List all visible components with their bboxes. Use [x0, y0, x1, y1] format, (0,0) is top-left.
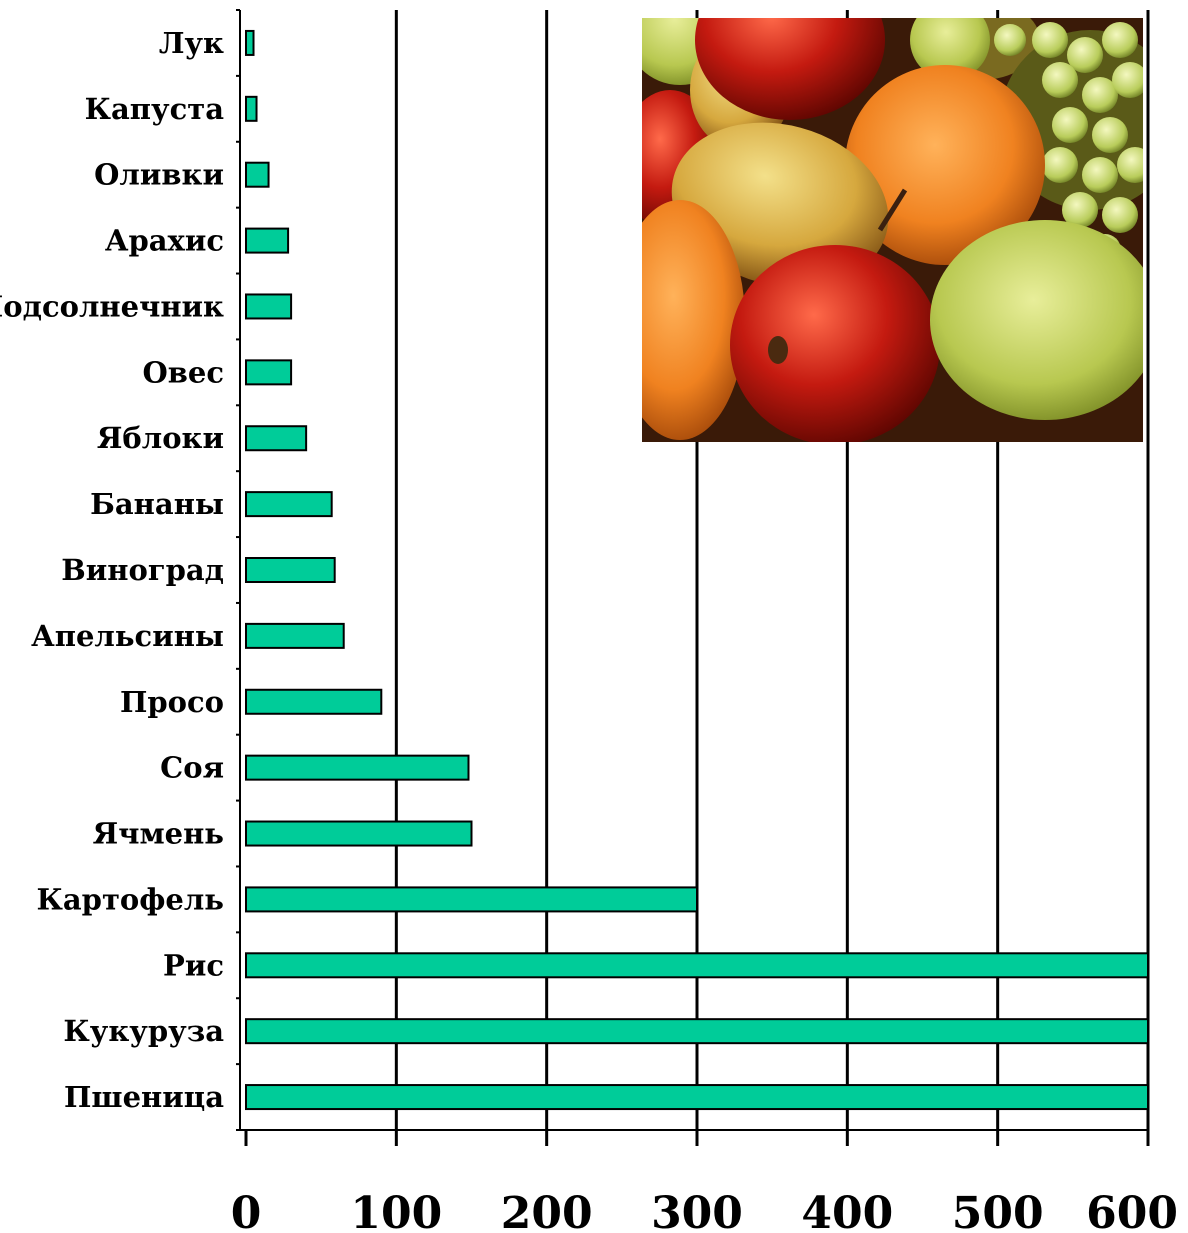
bar-13	[245, 886, 698, 913]
x-tick-label: 0	[231, 1188, 262, 1233]
category-label: Картофель	[37, 882, 225, 916]
category-label: Овес	[142, 355, 224, 389]
category-label: Оливки	[94, 158, 224, 192]
x-tick-label: 200	[501, 1188, 593, 1233]
bar-12	[245, 820, 473, 847]
category-labels: Лук Капуста Оливки Арахис Подсолнечник Овес Яб…	[0, 26, 224, 1114]
bar-11	[245, 754, 470, 781]
x-tick-labels: 0 100 200 300 400 500 600	[231, 1188, 1178, 1233]
category-label: Капуста	[85, 92, 225, 126]
x-tick-label: 300	[651, 1188, 743, 1233]
bar-3	[245, 227, 290, 254]
bar-9	[245, 622, 345, 649]
category-label: Пшеница	[64, 1080, 224, 1114]
bar-14	[245, 952, 1149, 979]
x-tick-label: 100	[350, 1188, 442, 1233]
category-label: Рис	[163, 948, 224, 982]
category-label: Арахис	[105, 224, 224, 258]
bar-1	[245, 95, 258, 122]
bar-4	[245, 293, 293, 320]
category-label: Бананы	[90, 487, 224, 521]
bar-2	[245, 161, 270, 188]
category-label: Апельсины	[31, 619, 224, 653]
bar-5	[245, 359, 293, 386]
bar-15	[245, 1018, 1149, 1045]
x-tick-label: 600	[1086, 1188, 1178, 1233]
axes	[236, 9, 1150, 1146]
category-label: Соя	[160, 751, 224, 785]
category-label: Лук	[159, 26, 224, 60]
bar-10	[245, 688, 383, 715]
bar-0	[245, 29, 255, 56]
category-label: Яблоки	[97, 421, 224, 455]
bar-6	[245, 425, 308, 452]
bars	[245, 29, 1149, 1111]
category-label: Просо	[120, 685, 224, 719]
category-label: Подсолнечник	[0, 289, 224, 323]
category-label: Кукуруза	[63, 1014, 224, 1048]
bar-16	[245, 1084, 1149, 1111]
bar-7	[245, 491, 333, 518]
category-label: Ячмень	[93, 817, 224, 851]
x-tick-label: 500	[952, 1188, 1044, 1233]
category-label: Виноград	[61, 553, 224, 587]
bar-8	[245, 557, 336, 583]
x-tick-label: 400	[801, 1188, 893, 1233]
fruit-photo	[642, 18, 1143, 442]
